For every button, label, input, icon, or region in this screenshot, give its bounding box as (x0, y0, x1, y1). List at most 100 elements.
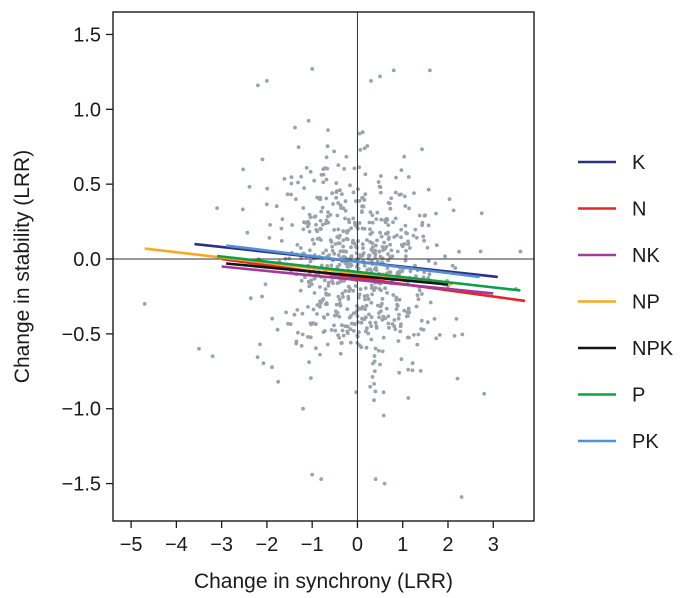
scatter-point (407, 310, 412, 315)
scatter-point (349, 254, 354, 259)
scatter-point (377, 287, 382, 291)
legend-label: NPK (632, 338, 674, 360)
scatter-point (407, 246, 412, 250)
scatter-point (344, 249, 348, 254)
scatter-point (355, 264, 359, 269)
scatter-point (434, 211, 438, 216)
scatter-point (361, 204, 366, 209)
scatter-point (333, 328, 338, 333)
x-axis-title: Change in synchrony (LRR) (194, 570, 453, 593)
scatter-point (426, 187, 431, 192)
y-tick-label: 0.5 (73, 174, 101, 196)
regression-line-p (216, 254, 521, 292)
scatter-point (385, 231, 389, 236)
scatter-point (300, 332, 305, 337)
scatter-point (373, 243, 378, 248)
scatter-point (329, 328, 334, 332)
scatter-point (362, 146, 367, 151)
scatter-point (315, 237, 320, 241)
scatter-point (402, 154, 407, 159)
scatter-point (364, 303, 369, 308)
scatter-point (334, 195, 338, 200)
scatter-point (363, 286, 368, 290)
scatter-point (369, 283, 374, 288)
scatter-point (345, 307, 350, 312)
y-tick-label: 1.5 (73, 24, 101, 46)
scatter-point (420, 147, 424, 152)
scatter-point (354, 199, 358, 204)
scatter-point (318, 195, 323, 200)
scatter-point (347, 220, 352, 225)
scatter-point (357, 199, 362, 203)
scatter-point (334, 302, 339, 307)
scatter-point (307, 284, 312, 289)
scatter-point (356, 320, 360, 325)
scatter-point (330, 248, 335, 253)
scatter-point (415, 342, 420, 347)
scatter-point (255, 355, 260, 360)
scatter-point (454, 317, 459, 321)
scatter-point (404, 230, 408, 235)
scatter-point (349, 226, 353, 231)
scatter-point (215, 206, 220, 211)
scatter-point (345, 237, 350, 242)
scatter-point (314, 346, 318, 351)
scatter-point (311, 321, 316, 326)
scatter-point (349, 245, 353, 250)
scatter-point (306, 219, 310, 224)
scatter-point (369, 286, 374, 290)
scatter-point (356, 239, 360, 243)
scatter-point (325, 144, 330, 149)
scatter-point (330, 191, 335, 196)
scatter-point (300, 311, 305, 316)
scatter-point (338, 351, 343, 356)
scatter-point (417, 213, 422, 218)
scatter-point (478, 249, 483, 254)
scatter-point (319, 238, 323, 242)
legend-item-n: N (578, 199, 646, 221)
scatter-point (265, 79, 269, 83)
scatter-point (362, 263, 367, 268)
scatter-point (427, 272, 432, 277)
scatter-point (389, 248, 394, 253)
scatter-point (327, 292, 331, 297)
scatter-point (336, 201, 340, 205)
scatter-point (403, 223, 408, 228)
scatter-point (378, 74, 382, 79)
scatter-point (367, 253, 371, 258)
scatter-point (332, 313, 337, 318)
scatter-point (437, 333, 442, 337)
scatter-point (325, 264, 330, 268)
scatter-point (381, 335, 386, 340)
scatter-point (413, 263, 417, 268)
scatter-point (319, 263, 324, 268)
scatter-point (324, 155, 329, 160)
scatter-point (447, 197, 452, 202)
scatter-point (386, 258, 391, 263)
scatter-point (210, 354, 215, 359)
scatter-point (321, 180, 326, 185)
scatter-point (335, 235, 340, 239)
scatter-point (363, 297, 367, 302)
scatter-point (336, 294, 341, 299)
scatter-point (370, 230, 375, 235)
scatter-point (383, 316, 388, 321)
scatter-point (425, 320, 430, 325)
scatter-point (341, 333, 346, 338)
legend-item-p: P (578, 385, 645, 407)
x-tick-label: −4 (165, 534, 188, 556)
legend-label: NP (632, 292, 660, 314)
scatter-point (319, 173, 324, 177)
scatter-point (329, 263, 334, 268)
scatter-point (386, 321, 391, 326)
scatter-point (302, 186, 306, 191)
scatter-point (363, 307, 367, 312)
scatter-point (296, 145, 301, 150)
scatter-point (268, 223, 272, 227)
scatter-point (460, 332, 465, 337)
scatter-point (387, 201, 392, 206)
scatter-point (403, 258, 408, 263)
plot-frame (112, 11, 535, 522)
scatter-point (404, 314, 409, 319)
scatter-point (345, 230, 349, 235)
